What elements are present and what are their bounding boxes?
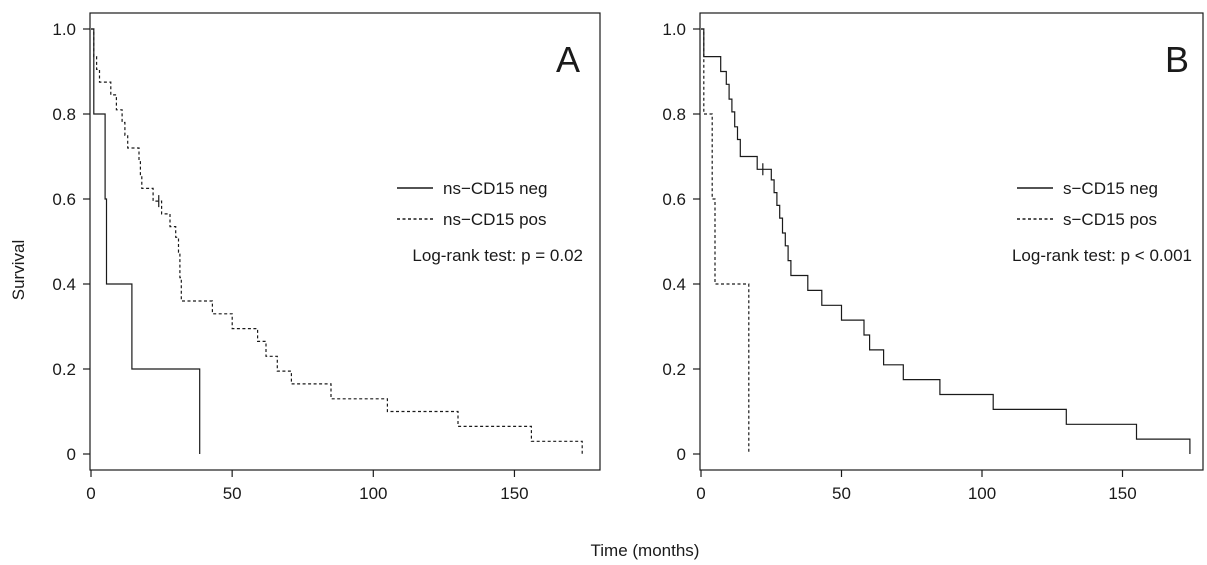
panel-a-x-tick-label: 50 xyxy=(223,484,242,503)
panel-a-series-line-1 xyxy=(91,28,201,454)
panel-a-letter: A xyxy=(556,39,580,80)
panel-b-frame xyxy=(699,12,1204,471)
panel-b-legend-label-1: s−CD15 neg xyxy=(1063,179,1158,198)
panel-a-logrank-annotation: Log-rank test: p = 0.02 xyxy=(412,246,583,265)
panel-b-y-tick-label: 1.0 xyxy=(662,20,686,39)
panel-b-series-line-2 xyxy=(701,28,750,454)
panel-b-x-tick-label: 100 xyxy=(968,484,996,503)
panel-a-km-plot: 0 0.2 0.4 0.6 0.8 1.0 0 50 100 150 ns−CD15 neg ns−C… xyxy=(52,12,601,503)
panel-b-x-tick-label: 50 xyxy=(832,484,851,503)
panel-b-y-tick-label: 0 xyxy=(677,445,686,464)
panel-a-y-tick-label: 0 xyxy=(67,445,76,464)
panel-a-frame xyxy=(89,12,601,471)
panel-b-x-tick-label: 150 xyxy=(1108,484,1136,503)
panel-a-x-tick-label: 0 xyxy=(86,484,95,503)
panel-b-logrank-annotation: Log-rank test: p < 0.001 xyxy=(1012,246,1192,265)
panel-a-y-tick-label: 1.0 xyxy=(52,20,76,39)
panel-b-letter: B xyxy=(1165,39,1189,80)
panel-b-series-line-1 xyxy=(701,28,1191,454)
panel-b-y-tick-label: 0.6 xyxy=(662,190,686,209)
panel-b-x-tick-label: 0 xyxy=(696,484,705,503)
panel-a-x-tick-label: 100 xyxy=(359,484,387,503)
shared-y-axis-label: Survival xyxy=(9,240,28,300)
panel-b-y-tick-label: 0.4 xyxy=(662,275,686,294)
panel-a-series-line-2 xyxy=(91,28,583,454)
panel-b-legend-label-2: s−CD15 pos xyxy=(1063,210,1157,229)
panel-a-y-tick-label: 0.2 xyxy=(52,360,76,379)
shared-x-axis-label: Time (months) xyxy=(591,541,700,560)
panel-a-y-tick-label: 0.8 xyxy=(52,105,76,124)
panel-b-y-tick-label: 0.8 xyxy=(662,105,686,124)
panel-b-y-tick-label: 0.2 xyxy=(662,360,686,379)
panel-a-legend-label-2: ns−CD15 pos xyxy=(443,210,546,229)
panel-a-y-tick-label: 0.6 xyxy=(52,190,76,209)
panel-a-legend-label-1: ns−CD15 neg xyxy=(443,179,547,198)
panel-a-y-tick-label: 0.4 xyxy=(52,275,76,294)
panel-a-x-tick-label: 150 xyxy=(500,484,528,503)
panel-b-km-plot: 0 0.2 0.4 0.6 0.8 1.0 0 50 100 150 s−CD15 neg s−CD1… xyxy=(662,12,1204,503)
